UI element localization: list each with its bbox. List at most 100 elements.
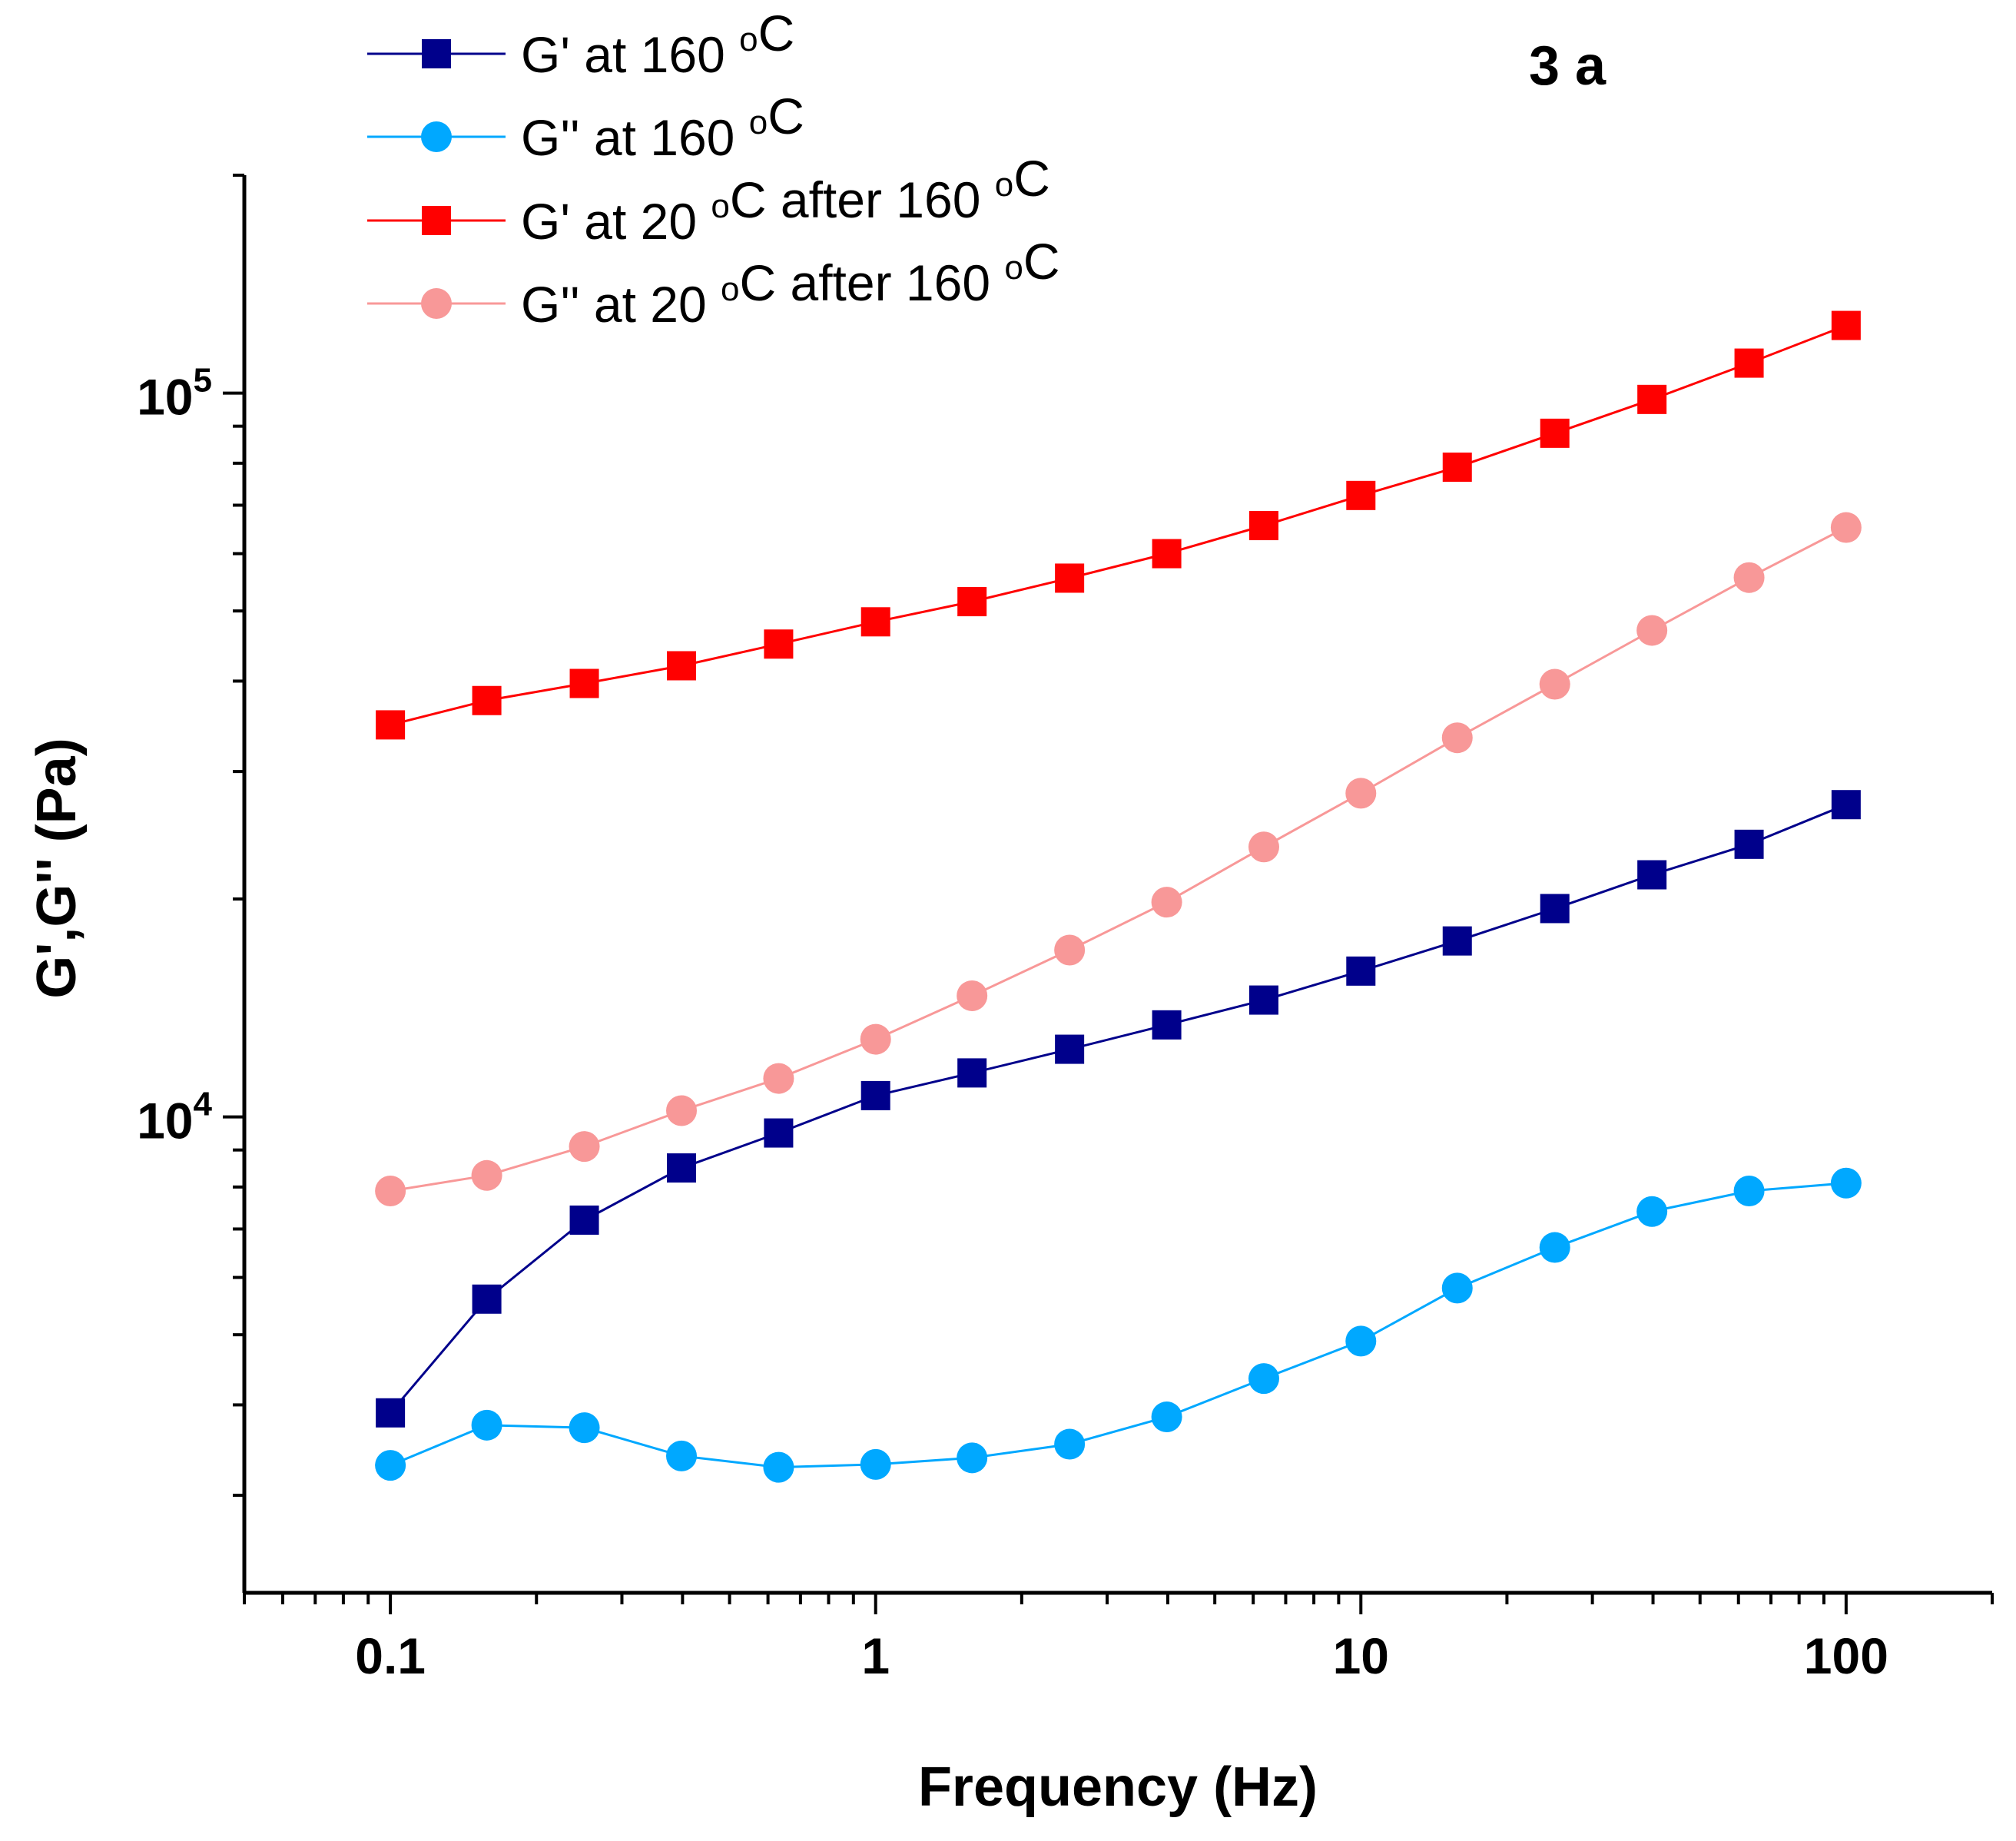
legend-label-part: C [1013,150,1050,207]
data-point-square [1346,956,1376,986]
data-point-circle [1733,1175,1765,1206]
legend-marker-square [422,206,451,235]
degree-superscript: o [995,166,1013,204]
data-point-circle [957,1442,988,1474]
legend-marker-circle [421,121,452,152]
data-point-circle [860,1023,891,1055]
legend-label: G'' at 160 oC [521,88,804,166]
legend: G' at 160 oCG'' at 160 oCG' at 20 oC aft… [367,5,1060,333]
data-point-square [1346,480,1376,510]
data-point-square [1831,310,1861,340]
data-point-circle [860,1448,891,1480]
data-point-circle [1151,1401,1182,1433]
data-point-circle [375,1450,406,1481]
degree-superscript: o [721,270,739,308]
data-point-square [472,685,502,715]
legend-label-part: C [1023,233,1060,290]
legend-label-part: C after 160 [740,254,1005,311]
x-tick-label: 0.1 [355,1627,426,1684]
data-point-circle [763,1063,794,1094]
data-point-square [1055,1034,1085,1064]
legend-label: G'' at 20 oC after 160 oC [521,233,1060,333]
data-point-square [667,651,697,681]
data-point-circle [1830,1167,1862,1199]
data-point-square [1248,511,1278,541]
data-point-square [957,1058,987,1088]
data-point-square [860,607,890,637]
data-point-square [1734,348,1764,378]
series-layer [375,310,1862,1483]
data-point-square [1248,985,1278,1015]
legend-label: G' at 160 oC [521,5,794,83]
series-3 [376,310,1861,740]
series-4 [375,512,1862,1206]
legend-label-part: C [768,88,804,144]
x-axis-title: Frequency (Hz) [918,1756,1318,1818]
y-tick-base: 10 [137,369,193,426]
legend-entry-1: G' at 160 oC [367,5,794,83]
data-point-circle [1636,1196,1668,1227]
data-point-circle [1345,1325,1377,1357]
degree-superscript: o [739,21,758,58]
degree-superscript: o [749,104,768,141]
data-point-square [569,1205,599,1235]
series-line [390,526,1847,1193]
data-point-square [1637,860,1667,890]
legend-label-part: G'' at 160 [521,109,749,166]
data-point-square [1734,829,1764,859]
series-line [389,803,1847,1414]
data-point-square [376,710,406,740]
data-point-square [472,1284,502,1314]
data-point-circle [1539,1232,1570,1263]
x-tick-label: 100 [1804,1627,1888,1684]
data-point-circle [1441,722,1473,754]
data-point-square [1442,926,1472,956]
y-tick-label: 104 [137,1086,212,1149]
y-tick-exponent: 5 [194,362,212,400]
legend-entry-3: G' at 20 oC after 160 oC [367,150,1050,250]
legend-entry-2: G'' at 160 oC [367,88,804,166]
legend-entry-4: G'' at 20 oC after 160 oC [367,233,1060,333]
data-point-square [1152,1010,1182,1040]
series-line [390,1182,1847,1469]
data-point-circle [1441,1272,1473,1304]
series-1 [376,790,1861,1428]
data-point-square [957,587,987,617]
data-point-square [1055,563,1085,593]
degree-superscript: o [1004,249,1023,287]
data-point-circle [1151,887,1182,918]
data-point-circle [569,1412,600,1444]
data-point-circle [471,1409,502,1441]
legend-label-part: C after 160 [730,171,995,228]
legend-label-part: C [758,5,795,61]
data-point-square [764,629,794,659]
data-point-circle [957,980,988,1011]
legend-marker-circle [421,288,452,319]
data-point-square [860,1080,890,1110]
x-tick-label: 1 [861,1627,890,1684]
data-point-circle [1830,512,1862,543]
y-tick-label: 105 [137,362,212,426]
y-axis-title: G',G'' (Pa) [26,738,88,998]
legend-label-part: G'' at 20 [521,276,721,333]
data-point-circle [1248,831,1279,863]
data-point-square [667,1153,697,1183]
data-point-circle [1054,934,1086,966]
data-point-square [1442,453,1472,483]
legend-label-part: G' at 20 [521,193,711,250]
data-point-square [376,1398,406,1428]
x-tick-label: 10 [1333,1627,1389,1684]
data-point-circle [1539,668,1570,700]
data-point-circle [471,1159,502,1191]
panel-label: 3 a [1529,35,1606,97]
data-point-square [1540,418,1570,448]
legend-marker-square [422,39,451,68]
data-point-circle [569,1131,600,1163]
data-point-circle [1054,1428,1086,1460]
data-point-circle [1248,1363,1279,1395]
y-tick-exponent: 4 [194,1086,213,1123]
y-tick-base: 10 [137,1093,193,1149]
data-point-square [1540,894,1570,924]
